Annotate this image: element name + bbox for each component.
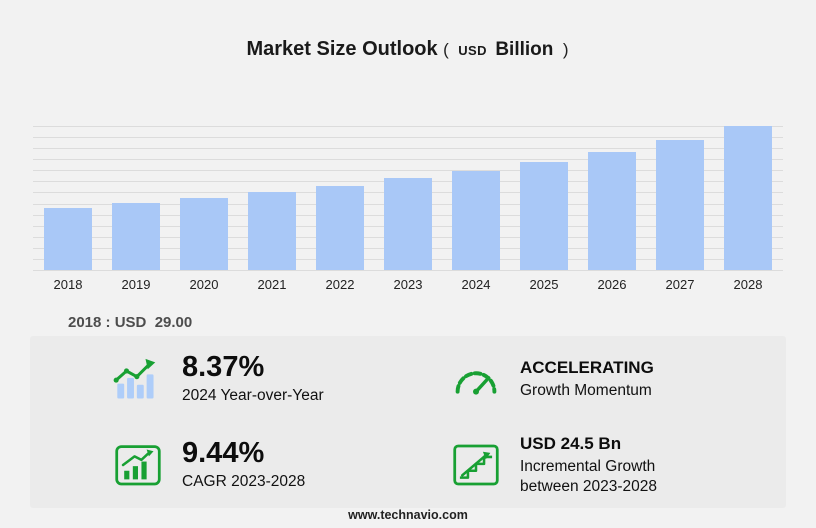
bar-2020	[180, 197, 228, 270]
stat-momentum-text: ACCELERATING Growth Momentum	[520, 358, 654, 401]
gridline	[33, 148, 783, 150]
bar-chart-trend-icon	[110, 355, 166, 403]
bar-2028	[724, 126, 772, 270]
stat-yoy-text: 8.37% 2024 Year-over-Year	[182, 352, 324, 405]
stat-yoy-label: 2024 Year-over-Year	[182, 386, 324, 404]
stat-cagr: 9.44% CAGR 2023-2028	[30, 422, 408, 508]
gridline	[33, 170, 783, 172]
chart-growth-icon	[110, 441, 166, 489]
stat-incremental-label-line1: Incremental Growth	[520, 457, 656, 475]
title-paren-open: (	[443, 40, 449, 59]
speedometer-icon	[448, 355, 504, 403]
x-axis-label: 2027	[665, 277, 695, 292]
stat-incremental-label: Incremental Growth between 2023-2028	[520, 457, 657, 497]
x-axis-label: 2021	[257, 277, 287, 292]
title-currency: USD	[458, 43, 487, 58]
x-axis-label: 2023	[393, 277, 423, 292]
stat-momentum: ACCELERATING Growth Momentum	[408, 336, 786, 422]
bar-2026	[588, 151, 636, 270]
bar-2027	[656, 140, 704, 270]
stat-incremental-value: USD 24.5 Bn	[520, 433, 622, 453]
step-growth-icon	[448, 441, 504, 489]
x-axis-label: 2024	[461, 277, 491, 292]
stat-momentum-value: ACCELERATING	[520, 357, 654, 377]
stat-yoy-value: 8.37%	[182, 351, 265, 384]
bars	[33, 126, 783, 270]
x-axis-label: 2018	[53, 277, 83, 292]
x-axis-label: 2025	[529, 277, 559, 292]
stat-cagr-text: 9.44% CAGR 2023-2028	[182, 438, 305, 491]
bar-2023	[384, 178, 432, 270]
x-axis-label: 2028	[733, 277, 763, 292]
stat-yoy: 8.37% 2024 Year-over-Year	[30, 336, 408, 422]
stat-incremental: USD 24.5 Bn Incremental Growth between 2…	[408, 422, 786, 508]
gridline	[33, 159, 783, 161]
bar-2021	[248, 191, 296, 270]
bar-2022	[316, 185, 364, 270]
x-axis-label: 2019	[121, 277, 151, 292]
stat-cagr-value: 9.44%	[182, 437, 265, 470]
gridline	[33, 137, 783, 139]
stat-cagr-label: CAGR 2023-2028	[182, 472, 306, 490]
bar-2018	[44, 208, 92, 270]
gridline	[33, 270, 783, 271]
bar-2025	[520, 161, 568, 270]
x-axis-label: 2022	[325, 277, 355, 292]
stat-incremental-text: USD 24.5 Bn Incremental Growth between 2…	[520, 434, 657, 497]
gridline	[33, 126, 783, 127]
x-axis-label: 2026	[597, 277, 627, 292]
stats-panel: 8.37% 2024 Year-over-Year ACCELERATING G…	[30, 336, 786, 508]
base-year-annotation: 2018 : USD 29.00	[68, 314, 193, 331]
x-axis-labels: 2018 2019 2020 2021 2022 2023 2024 2025 2026 2027…	[33, 277, 783, 292]
website-url: www.technavio.com	[348, 508, 468, 522]
title-main: Market Size Outlook	[246, 38, 438, 60]
page-title: Market Size Outlook ( USD Billion )	[0, 38, 816, 61]
stat-momentum-label: Growth Momentum	[520, 381, 652, 399]
title-paren-close: )	[562, 40, 569, 59]
bar-2024	[452, 170, 500, 270]
stat-incremental-label-line2: between 2023-2028	[520, 477, 658, 495]
bar-2019	[112, 203, 160, 270]
title-unit: Billion	[495, 39, 554, 60]
bar-chart	[33, 126, 783, 271]
x-axis-label: 2020	[189, 277, 219, 292]
